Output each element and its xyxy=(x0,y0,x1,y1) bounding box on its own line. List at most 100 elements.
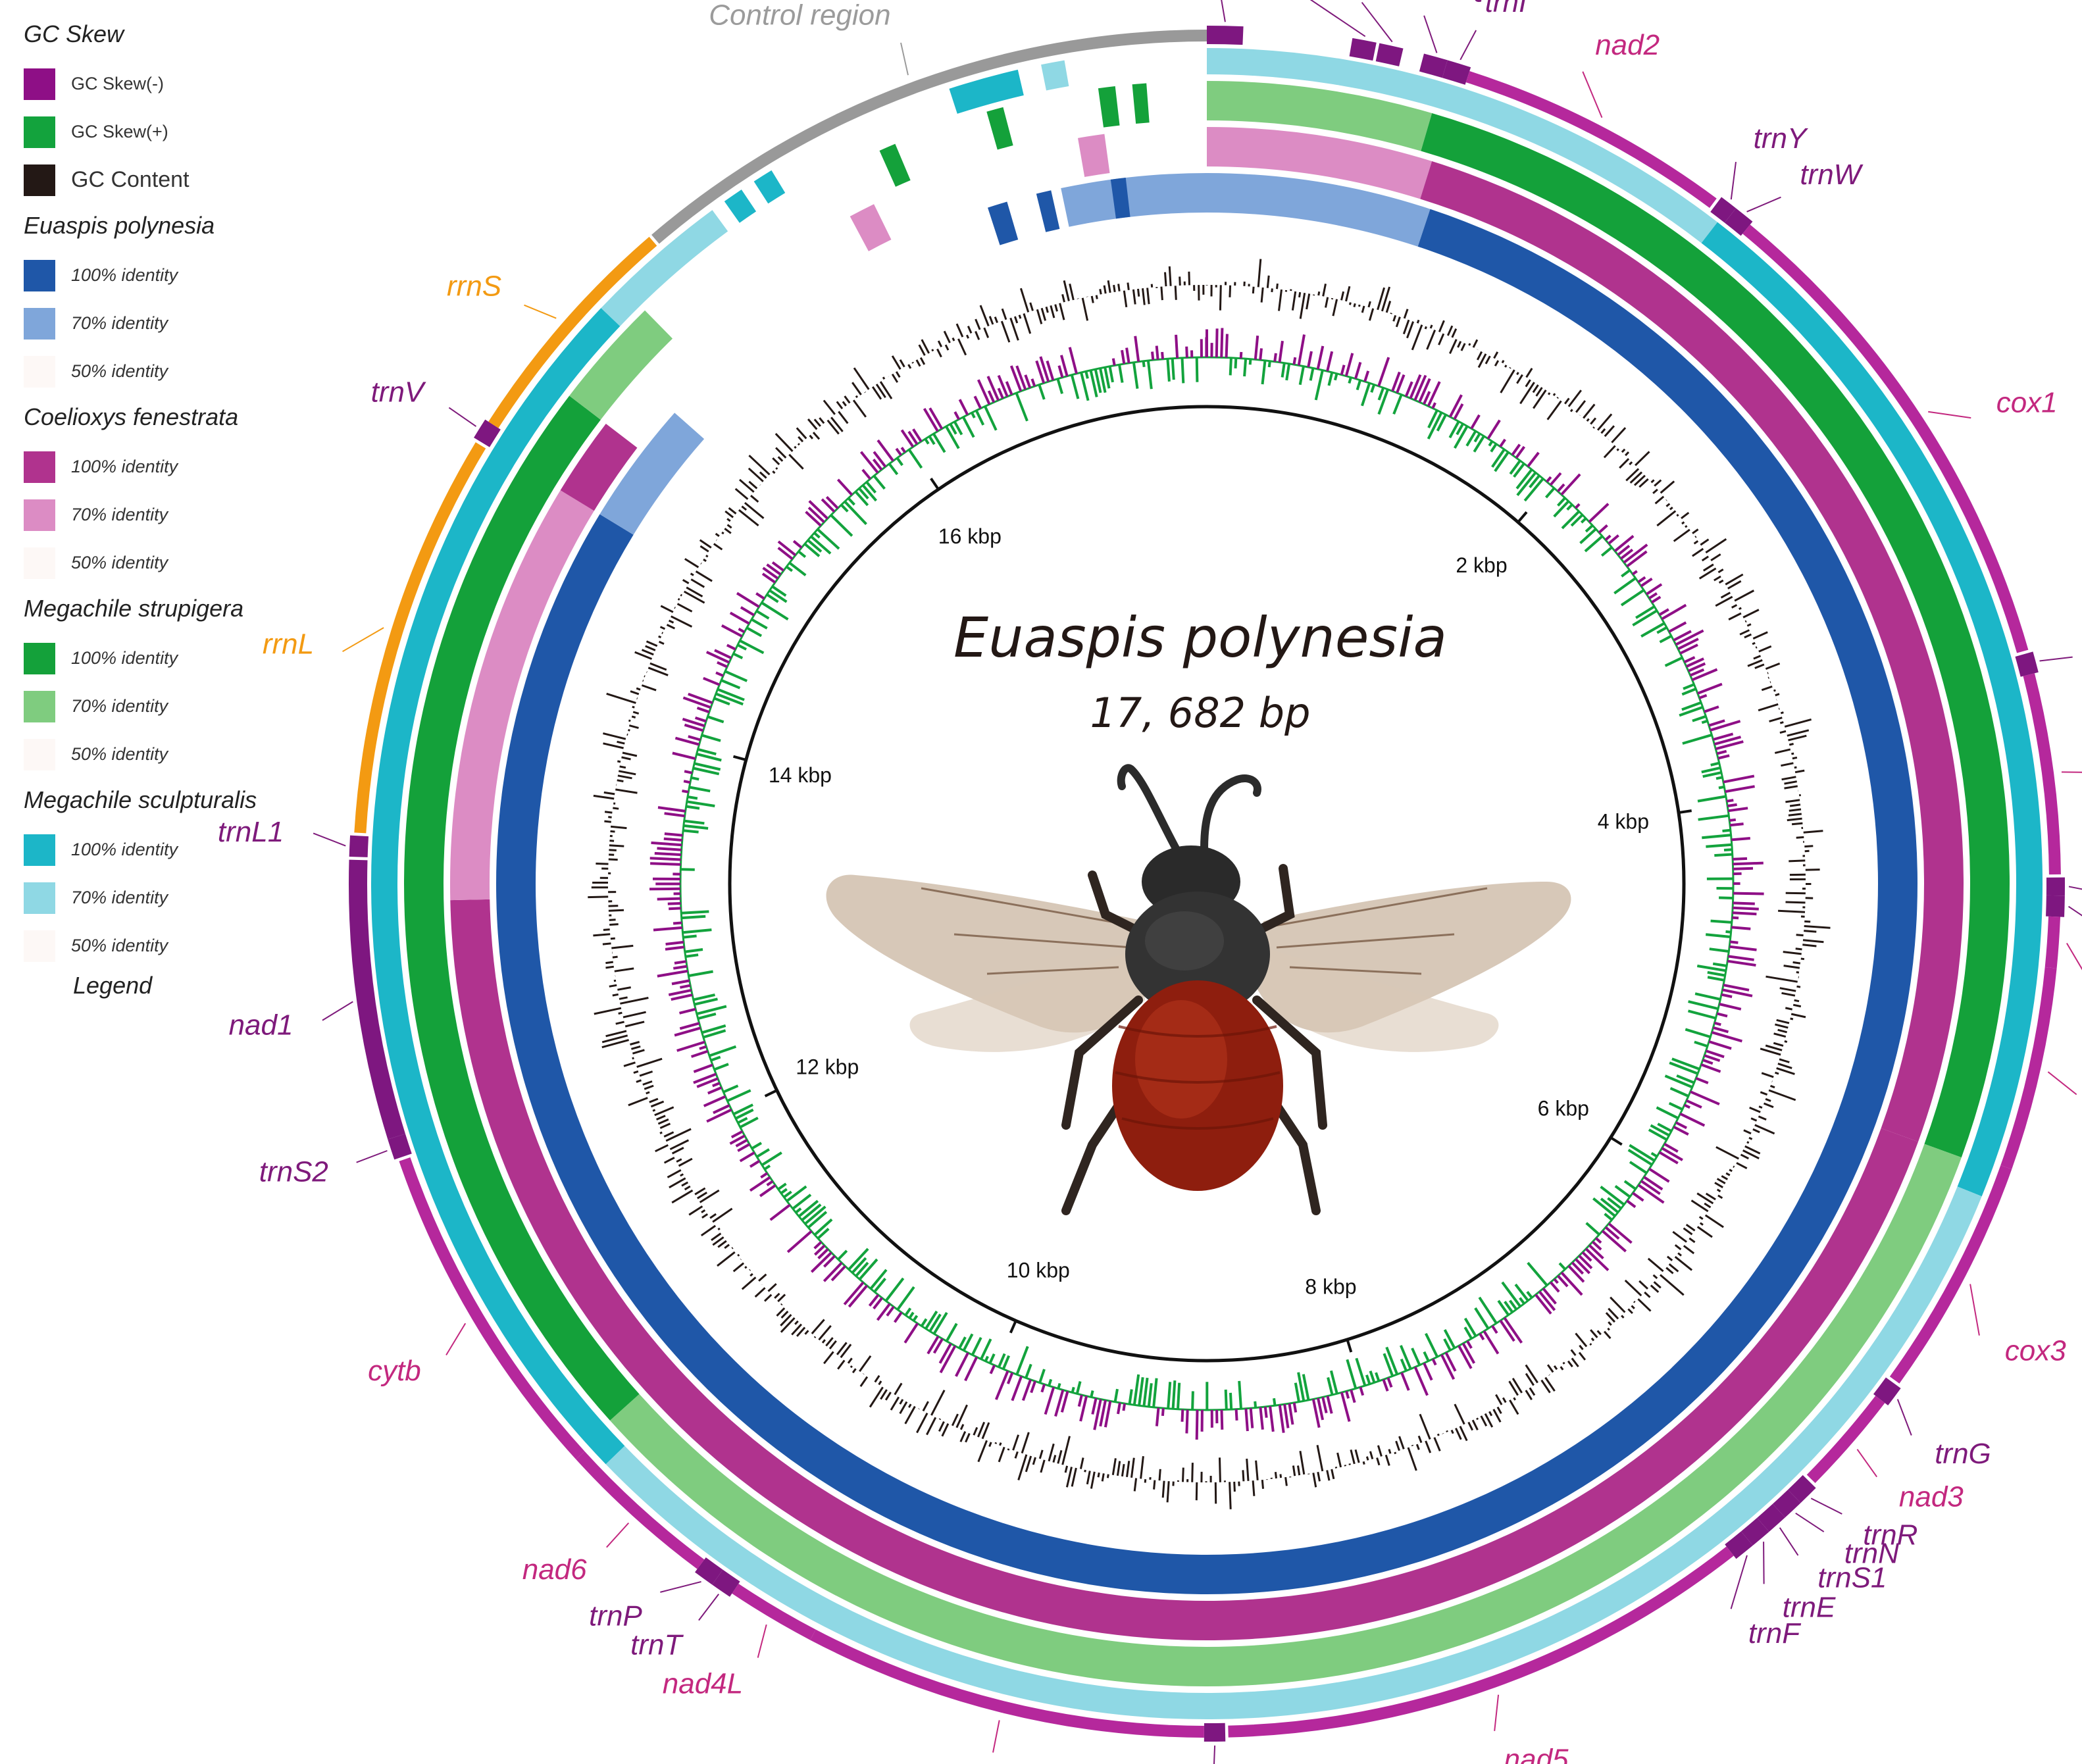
kbp-label: 12 kbp xyxy=(796,1055,859,1078)
identity-segment xyxy=(1207,81,1433,151)
gene-leader-line xyxy=(1494,1694,1500,1731)
legend-group-title: Megachile strupigera xyxy=(24,595,244,622)
identity-segment xyxy=(1207,48,1718,243)
legend-identity-label: 100% identity xyxy=(71,840,178,859)
gc-skew-negative xyxy=(649,328,1764,1440)
gene-label-control-region: Control region xyxy=(709,0,890,32)
gene-segment-nad2 xyxy=(1465,70,1717,209)
gene-segment-trnw xyxy=(1724,208,1753,236)
gene-leader-line xyxy=(606,1522,630,1548)
gene-leader-line xyxy=(1582,71,1603,118)
identity-segment xyxy=(605,1186,1982,1720)
legend-swatch-gc-content xyxy=(24,164,55,196)
legend-swatch xyxy=(24,356,55,388)
legend-gc-content: GC Content xyxy=(24,163,300,211)
gene-leader-line xyxy=(1730,161,1737,200)
gene-segment-nad1 xyxy=(348,859,405,1140)
gene-leader-line xyxy=(1896,1399,1912,1436)
identity-segment xyxy=(601,210,728,326)
identity-segment xyxy=(1207,173,1431,247)
right-wing-forewing xyxy=(1263,947,1499,1052)
identity-fragment xyxy=(1132,83,1150,124)
gene-label-trny: trnY xyxy=(1754,122,1808,155)
legend-label-skew-pos: GC Skew(+) xyxy=(71,122,168,141)
gc-skew-positive xyxy=(680,357,1734,1410)
identity-fragment xyxy=(1036,190,1060,232)
gene-leader-line xyxy=(1423,15,1438,53)
identity-fragment xyxy=(1041,60,1069,91)
legend-group-title: Euaspis polynesia xyxy=(24,212,215,239)
legend-swatch xyxy=(24,882,55,914)
genome-backbone-circle xyxy=(728,405,1686,1363)
kbp-label: 8 kbp xyxy=(1305,1275,1356,1299)
gene-leader-line xyxy=(660,1580,701,1593)
legend-gc-skew-pos: GC Skew(+) xyxy=(24,115,300,163)
legend-identity-row: 100% identity xyxy=(24,833,300,881)
identity-fragment xyxy=(988,201,1019,245)
kbp-label: 14 kbp xyxy=(769,763,832,787)
legend-label-gc-content: GC Content xyxy=(71,167,190,192)
gene-label-trns2: trnS2 xyxy=(259,1156,328,1188)
legend-identity-label: 100% identity xyxy=(71,265,178,285)
identity-fragment xyxy=(850,204,892,251)
gene-segment-trnm xyxy=(1349,38,1377,61)
legend-identity-row: 100% identity xyxy=(24,450,300,498)
kbp-label: 6 kbp xyxy=(1538,1097,1589,1121)
legend-identity-row: 100% identity xyxy=(24,259,300,307)
kbp-tick xyxy=(1346,1339,1353,1353)
gene-label-trnt: trnT xyxy=(630,1629,684,1661)
gene-label-trnp: trnP xyxy=(589,1600,642,1632)
identity-segment xyxy=(1701,222,2043,1197)
identity-fragment xyxy=(1077,134,1110,177)
gene-leader-line xyxy=(1746,196,1781,213)
gene-label-trnr: trnR xyxy=(1863,1519,1917,1551)
gene-leader-line xyxy=(900,42,909,76)
gene-leader-line xyxy=(1810,1498,1842,1515)
identity-fragment xyxy=(753,170,786,204)
gene-segment-nad4 xyxy=(810,1629,1204,1738)
gene-label-trne: trnE xyxy=(1783,1592,1836,1624)
legend-identity-row: 70% identity xyxy=(24,307,300,355)
legend-swatch xyxy=(24,739,55,770)
gene-leader-line xyxy=(2066,942,2082,970)
gene-segment-trnt xyxy=(712,1569,740,1597)
gene-label-nad4l: nad4L xyxy=(663,1667,743,1700)
legend-footer: Legend xyxy=(73,972,153,999)
gene-segment-cox2 xyxy=(2023,673,2061,875)
gene-label-trng: trnG xyxy=(1935,1438,1991,1470)
legend-identity-label: 50% identity xyxy=(71,553,168,572)
gene-label-trnl1: trnL1 xyxy=(218,816,284,848)
legend-swatch xyxy=(24,834,55,866)
legend-gc-skew-neg: GC Skew(-) xyxy=(24,67,300,115)
bee-photo xyxy=(826,764,1571,1215)
gene-segment-trnc xyxy=(1207,26,1244,45)
gene-segment-nad6 xyxy=(576,1451,705,1569)
gene-label-trns1: trnS1 xyxy=(1817,1562,1887,1594)
gene-label-nad3: nad3 xyxy=(1899,1480,1964,1513)
gene-leader-line xyxy=(313,832,346,847)
identity-segment xyxy=(450,490,594,901)
identity-segment xyxy=(609,1144,1962,1686)
gene-segment-cox3 xyxy=(1889,1165,2012,1384)
legend-identity-label: 50% identity xyxy=(71,361,168,381)
gene-label-trnw: trnW xyxy=(1800,159,1863,191)
gene-label-trnv: trnV xyxy=(371,376,426,409)
gene-segment-trnn xyxy=(1772,1490,1801,1518)
kbp-label: 10 kbp xyxy=(1007,1258,1070,1282)
gene-segment-nad4l xyxy=(732,1583,816,1640)
legend-identity-label: 50% identity xyxy=(71,744,168,764)
legend-swatch xyxy=(24,499,55,531)
identity-segment xyxy=(404,395,640,1421)
gene-leader-line xyxy=(445,1323,467,1356)
legend-identity-label: 100% identity xyxy=(71,648,178,668)
genome-title: Euaspis polynesia xyxy=(953,605,1447,670)
control-region-fragments xyxy=(724,60,1150,251)
gene-segment-trnl1 xyxy=(349,835,369,857)
identity-segment xyxy=(599,413,705,535)
gene-leader-line xyxy=(2068,886,2082,890)
bee-abdomen-highlight xyxy=(1135,1000,1227,1119)
gc-skew-track xyxy=(649,328,1764,1440)
gene-segment-trnp xyxy=(695,1557,723,1585)
gene-label-nad6: nad6 xyxy=(522,1553,587,1586)
gene-segment-trnh xyxy=(1204,1723,1226,1742)
